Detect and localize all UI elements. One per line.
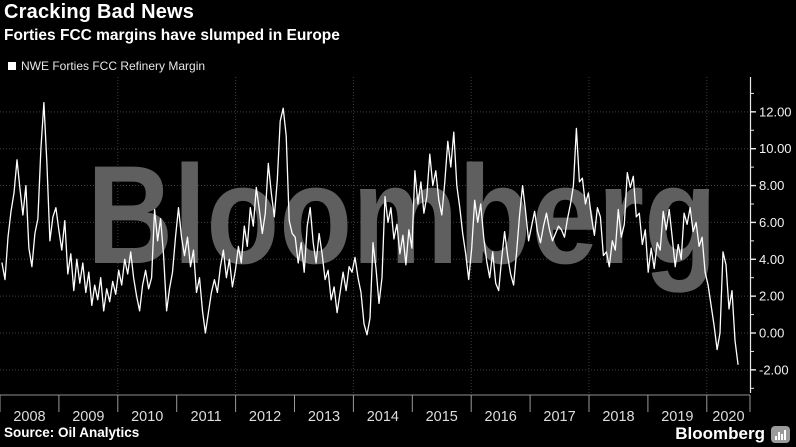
bar-chart-icon bbox=[771, 425, 790, 443]
bloomberg-brand: Bloomberg bbox=[675, 424, 790, 444]
legend-label: NWE Forties FCC Refinery Margin bbox=[21, 59, 206, 73]
x-year-label: 2010 bbox=[131, 409, 163, 425]
page-title: Cracking Bad News bbox=[4, 1, 195, 23]
margin-series-line bbox=[1, 101, 739, 365]
y-tick-label: 6.00 bbox=[759, 215, 784, 230]
y-tick-label: 10.00 bbox=[759, 141, 792, 156]
chart-legend: NWE Forties FCC Refinery Margin bbox=[8, 59, 205, 73]
x-year-label: 2019 bbox=[661, 409, 693, 425]
y-tick-label: 12.00 bbox=[759, 104, 792, 119]
x-year-label: 2016 bbox=[485, 409, 517, 425]
y-tick-label: -2.00 bbox=[759, 362, 789, 377]
y-tick-label: 8.00 bbox=[759, 178, 784, 193]
chart-subtitle: Forties FCC margins have slumped in Euro… bbox=[4, 27, 340, 44]
legend-square-icon bbox=[8, 62, 16, 70]
x-year-label: 2018 bbox=[602, 409, 634, 425]
y-tick-label: 0.00 bbox=[759, 326, 784, 341]
x-year-label: 2008 bbox=[13, 409, 45, 425]
x-year-label: 2017 bbox=[543, 409, 575, 425]
x-year-label: 2013 bbox=[308, 409, 340, 425]
source-label: Source: Oil Analytics bbox=[4, 425, 140, 440]
bloomberg-watermark: Bloomberg bbox=[87, 136, 717, 293]
x-year-label: 2011 bbox=[191, 409, 222, 425]
x-year-label: 2020 bbox=[712, 409, 744, 425]
x-year-label: 2012 bbox=[249, 409, 281, 425]
x-year-label: 2015 bbox=[426, 409, 458, 425]
y-tick-label: 4.00 bbox=[759, 252, 784, 267]
x-year-label: 2009 bbox=[72, 409, 104, 425]
bloomberg-logo-text: Bloomberg bbox=[675, 424, 765, 443]
x-year-label: 2014 bbox=[367, 409, 399, 425]
y-tick-label: 2.00 bbox=[759, 289, 784, 304]
